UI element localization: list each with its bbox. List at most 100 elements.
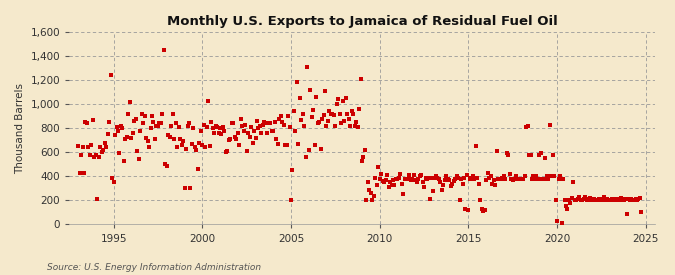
Point — [309, 143, 320, 147]
Point — [192, 167, 203, 171]
Point — [575, 198, 586, 203]
Point — [502, 151, 512, 156]
Point — [171, 145, 182, 150]
Point — [558, 177, 568, 181]
Point — [422, 177, 433, 181]
Point — [580, 195, 591, 199]
Point — [324, 109, 335, 114]
Point — [360, 148, 371, 152]
Point — [446, 184, 456, 188]
Point — [76, 152, 86, 157]
Point — [562, 207, 573, 211]
Point — [375, 177, 385, 181]
Point — [534, 152, 545, 157]
Point — [349, 123, 360, 128]
Point — [382, 173, 393, 177]
Point — [618, 198, 629, 203]
Point — [441, 174, 452, 178]
Point — [226, 121, 237, 126]
Point — [92, 197, 103, 201]
Point — [574, 195, 585, 199]
Point — [346, 109, 357, 114]
Point — [138, 121, 148, 126]
Point — [379, 180, 389, 185]
Point — [175, 137, 186, 141]
Point — [102, 132, 113, 136]
Point — [195, 128, 206, 133]
Point — [593, 197, 604, 201]
Point — [406, 178, 416, 182]
Point — [606, 197, 617, 201]
Point — [454, 198, 465, 203]
Point — [572, 197, 583, 201]
Point — [597, 197, 608, 201]
Point — [184, 121, 194, 126]
Point — [207, 126, 218, 130]
Point — [555, 174, 566, 178]
Point — [627, 198, 638, 203]
Point — [515, 177, 526, 181]
Point — [385, 180, 396, 185]
Point — [493, 177, 504, 181]
Point — [398, 192, 409, 197]
Point — [334, 112, 345, 116]
Point — [247, 141, 258, 145]
Point — [475, 198, 486, 203]
Point — [261, 121, 271, 126]
Point — [395, 172, 406, 176]
Point — [170, 121, 181, 126]
Point — [252, 119, 263, 123]
Point — [115, 123, 126, 128]
Point — [188, 126, 199, 130]
Point — [547, 152, 558, 157]
Point — [463, 208, 474, 212]
Point — [327, 112, 338, 116]
Point — [86, 143, 97, 147]
Point — [228, 121, 239, 126]
Point — [417, 180, 428, 185]
Point — [499, 174, 510, 178]
Point — [479, 208, 490, 212]
Point — [198, 122, 209, 127]
Point — [614, 197, 624, 201]
Point — [310, 95, 321, 99]
Point — [358, 155, 369, 159]
Point — [541, 174, 552, 178]
Point — [234, 143, 244, 147]
Point — [570, 198, 580, 203]
Point — [210, 123, 221, 128]
Point — [173, 125, 184, 129]
Point — [167, 112, 178, 116]
Point — [123, 112, 134, 116]
Point — [380, 178, 391, 182]
Point — [222, 149, 233, 153]
Point — [438, 183, 449, 187]
Point — [355, 77, 366, 81]
Point — [537, 177, 548, 181]
Point — [394, 175, 404, 180]
Point — [616, 196, 626, 200]
Point — [568, 180, 579, 185]
Point — [126, 136, 137, 140]
Point — [151, 123, 162, 128]
Point — [154, 121, 165, 126]
Point — [344, 116, 354, 121]
Point — [361, 198, 372, 203]
Point — [464, 177, 475, 181]
Point — [351, 120, 362, 124]
Point — [411, 180, 422, 185]
Point — [418, 185, 429, 189]
Point — [621, 211, 632, 216]
Point — [101, 145, 111, 150]
Point — [556, 221, 567, 226]
Point — [589, 197, 599, 201]
Point — [292, 80, 302, 85]
Point — [145, 126, 156, 130]
Point — [462, 173, 472, 177]
Point — [628, 198, 639, 203]
Point — [217, 125, 228, 129]
Point — [213, 131, 224, 135]
Point — [426, 175, 437, 180]
Point — [551, 219, 562, 223]
Point — [544, 122, 555, 127]
